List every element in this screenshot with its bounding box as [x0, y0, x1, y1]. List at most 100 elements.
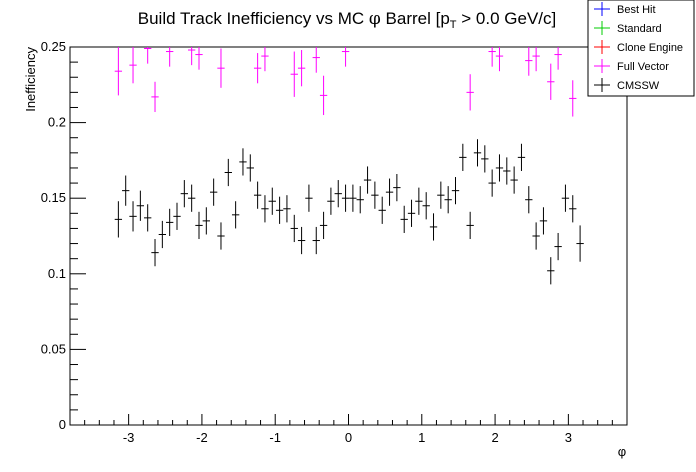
x-tick-label: 2: [491, 430, 498, 445]
data-point: [261, 47, 269, 72]
y-tick-label: 0.05: [41, 341, 66, 356]
data-point: [173, 202, 181, 230]
data-point: [217, 222, 225, 250]
data-point: [122, 175, 130, 206]
data-point: [114, 201, 123, 238]
data-point: [319, 211, 328, 240]
data-point: [217, 48, 225, 88]
data-point: [136, 190, 145, 221]
data-point: [224, 158, 232, 187]
legend-label: Full Vector: [617, 61, 669, 73]
data-point: [305, 184, 313, 212]
data-point: [561, 184, 570, 212]
data-point: [451, 177, 460, 205]
data-point: [569, 195, 577, 223]
data-point: [437, 181, 445, 209]
data-point: [209, 178, 218, 206]
data-point: [297, 50, 306, 87]
data-point: [187, 184, 196, 212]
legend-entry: Best Hit: [594, 2, 656, 16]
chart-title: Build Track Inefficiency vs MC φ Barrel …: [138, 9, 556, 31]
data-point: [488, 47, 496, 67]
data-point: [371, 181, 379, 209]
data-point: [166, 47, 174, 67]
data-point: [539, 207, 548, 235]
data-point: [444, 186, 452, 214]
plot-frame: [69, 46, 628, 426]
data-point: [532, 222, 540, 250]
data-point: [547, 63, 555, 100]
data-point: [356, 186, 364, 214]
legend-entry: CMSSW: [594, 78, 660, 92]
x-tick-label: -1: [269, 430, 281, 445]
data-point: [290, 51, 298, 97]
data-point: [231, 201, 240, 229]
data-point: [503, 157, 511, 185]
data-point: [393, 174, 401, 202]
data-point: [422, 192, 430, 220]
data-point: [459, 143, 467, 171]
x-tick-label: 3: [565, 430, 572, 445]
data-point: [297, 226, 306, 255]
data-point: [239, 148, 247, 176]
legend-entry: Standard: [594, 21, 662, 35]
data-point: [554, 47, 562, 70]
x-tick-label: -3: [123, 430, 135, 445]
data-point: [268, 187, 276, 215]
data-point: [525, 186, 533, 214]
legend-label: Clone Engine: [617, 42, 683, 54]
data-point: [158, 220, 167, 249]
y-tick-label: 0.2: [48, 115, 66, 130]
legend: Best Hit Standard Clone Engine Full Vector C…: [587, 0, 695, 97]
data-point: [547, 257, 555, 285]
data-point: [400, 205, 408, 233]
data-point: [129, 47, 137, 84]
data-point: [466, 211, 474, 240]
data-point: [363, 166, 372, 194]
data-point: [341, 184, 350, 212]
legend-entry: Full Vector: [594, 59, 669, 73]
data-point: [495, 154, 504, 182]
data-point: [195, 47, 203, 70]
legend-label: Standard: [617, 23, 662, 35]
data-point: [151, 239, 159, 267]
data-point: [517, 143, 526, 171]
data-point: [349, 184, 357, 212]
data-point: [195, 211, 203, 240]
data-point: [525, 47, 533, 76]
data-point: [488, 169, 496, 197]
y-tick-label: 0.15: [41, 190, 66, 205]
data-point: [180, 180, 188, 208]
data-point: [415, 187, 423, 215]
data-point: [312, 47, 320, 73]
y-axis: 0 0.05 0.1 0.15 0.2 0.25: [41, 39, 86, 432]
data-point: [275, 196, 284, 224]
data-point: [253, 181, 262, 209]
data-point: [495, 47, 504, 72]
data-point: [187, 47, 196, 66]
data-point: [481, 145, 489, 173]
x-tick-label: 1: [418, 430, 425, 445]
data-point: [576, 225, 584, 262]
data-point: [554, 232, 562, 261]
data-points: [114, 47, 584, 285]
data-point: [151, 81, 159, 113]
data-point: [569, 80, 577, 117]
data-point: [114, 47, 123, 96]
data-point: [334, 180, 342, 208]
data-point: [129, 201, 137, 232]
data-point: [327, 187, 335, 215]
data-point: [202, 207, 210, 235]
data-point: [473, 139, 482, 167]
data-point: [144, 47, 152, 64]
data-point: [166, 208, 174, 236]
data-point: [510, 166, 518, 194]
data-point: [466, 74, 474, 111]
data-point: [532, 47, 540, 72]
data-point: [407, 199, 416, 227]
data-point: [144, 204, 152, 232]
data-point: [246, 154, 254, 182]
data-point: [341, 47, 350, 67]
legend-box: [587, 0, 695, 97]
data-point: [253, 53, 262, 84]
